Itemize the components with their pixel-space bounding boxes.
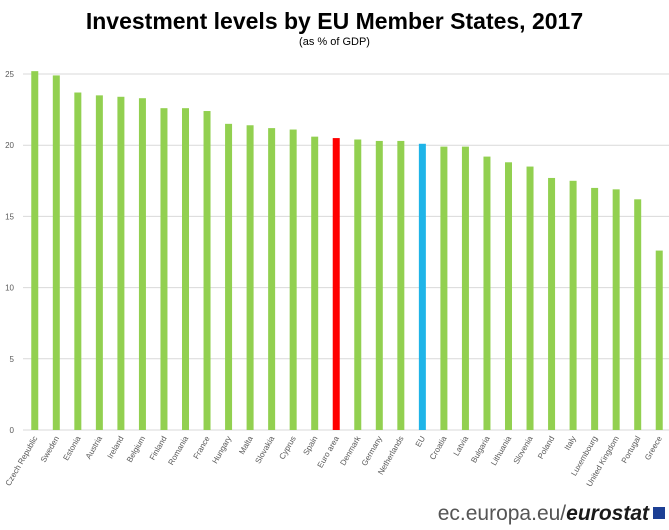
- x-tick-label: EU: [414, 434, 427, 448]
- bar: [526, 166, 534, 430]
- chart-title: Investment levels by EU Member States, 2…: [85, 8, 584, 34]
- chart-subtitle: (as % of GDP): [299, 36, 370, 48]
- x-tick-label: Slovakia: [253, 434, 276, 465]
- bar: [505, 162, 512, 430]
- x-tick-label: Romania: [166, 434, 190, 467]
- source-prefix: ec.europa.eu/: [437, 502, 567, 525]
- bar: [52, 75, 60, 430]
- bar: [440, 146, 448, 430]
- x-tick-label: Euro area: [316, 434, 342, 469]
- x-tick-label: Austria: [84, 434, 105, 461]
- bar: [655, 250, 663, 430]
- x-tick-label: France: [192, 434, 213, 461]
- x-tick-label: Italy: [563, 435, 578, 452]
- bar: [612, 189, 620, 430]
- x-tick-label: Germany: [360, 435, 384, 468]
- y-tick-label: 25: [5, 70, 14, 79]
- y-tick-label: 20: [5, 141, 14, 150]
- x-tick-label: Czech Republic: [4, 435, 40, 488]
- eurostat-logo-icon: [653, 507, 665, 519]
- x-tick-label: Poland: [536, 435, 556, 461]
- y-tick-label: 5: [10, 355, 15, 364]
- bar: [246, 125, 254, 430]
- x-tick-label: Estonia: [61, 434, 82, 462]
- bar: [375, 140, 383, 431]
- bar: [569, 180, 577, 430]
- bar: [268, 128, 276, 430]
- bar: [591, 187, 599, 430]
- x-tick-label: Hungary: [210, 435, 233, 466]
- x-tick-label: Belgium: [125, 434, 147, 464]
- source-footer[interactable]: ec.europa.eu/eurostat: [438, 502, 649, 526]
- x-tick-label: Malta: [237, 434, 255, 456]
- bar: [225, 123, 233, 430]
- bar: [182, 108, 189, 431]
- y-tick-label: 0: [10, 426, 15, 435]
- x-tick-label: Lithuania: [489, 434, 513, 467]
- x-tick-label: Bulgaria: [469, 434, 492, 464]
- bar: [461, 146, 469, 430]
- bar: [138, 98, 146, 430]
- x-tick-label: Sweden: [39, 435, 61, 465]
- bar: [397, 140, 405, 431]
- x-tick-label: Portugal: [620, 434, 643, 464]
- y-tick-label: 10: [5, 284, 14, 293]
- x-tick-label: Cyprus: [277, 435, 297, 461]
- bar: [160, 108, 168, 431]
- bar: [203, 111, 211, 431]
- x-tick-label: Croatia: [428, 434, 449, 461]
- x-tick-label: Spain: [301, 435, 319, 457]
- x-tick-label: Finland: [148, 435, 169, 462]
- bar: [311, 136, 319, 430]
- y-tick-label: 15: [5, 212, 14, 221]
- bar: [332, 138, 340, 430]
- x-tick-label: Greece: [643, 434, 664, 462]
- bar: [634, 199, 642, 430]
- bar: [418, 143, 426, 430]
- bar: [95, 95, 103, 431]
- bar: [117, 96, 125, 430]
- x-tick-label: Ireland: [106, 435, 126, 461]
- bar: [289, 129, 297, 430]
- bar: [31, 71, 39, 430]
- bar: [354, 139, 362, 430]
- x-tick-label: Latvia: [452, 434, 471, 457]
- bar: [548, 177, 556, 430]
- bar: [74, 92, 82, 431]
- x-tick-label: Slovenia: [512, 434, 535, 466]
- bar: [483, 156, 491, 431]
- eurostat-brand: eurostat: [566, 502, 649, 525]
